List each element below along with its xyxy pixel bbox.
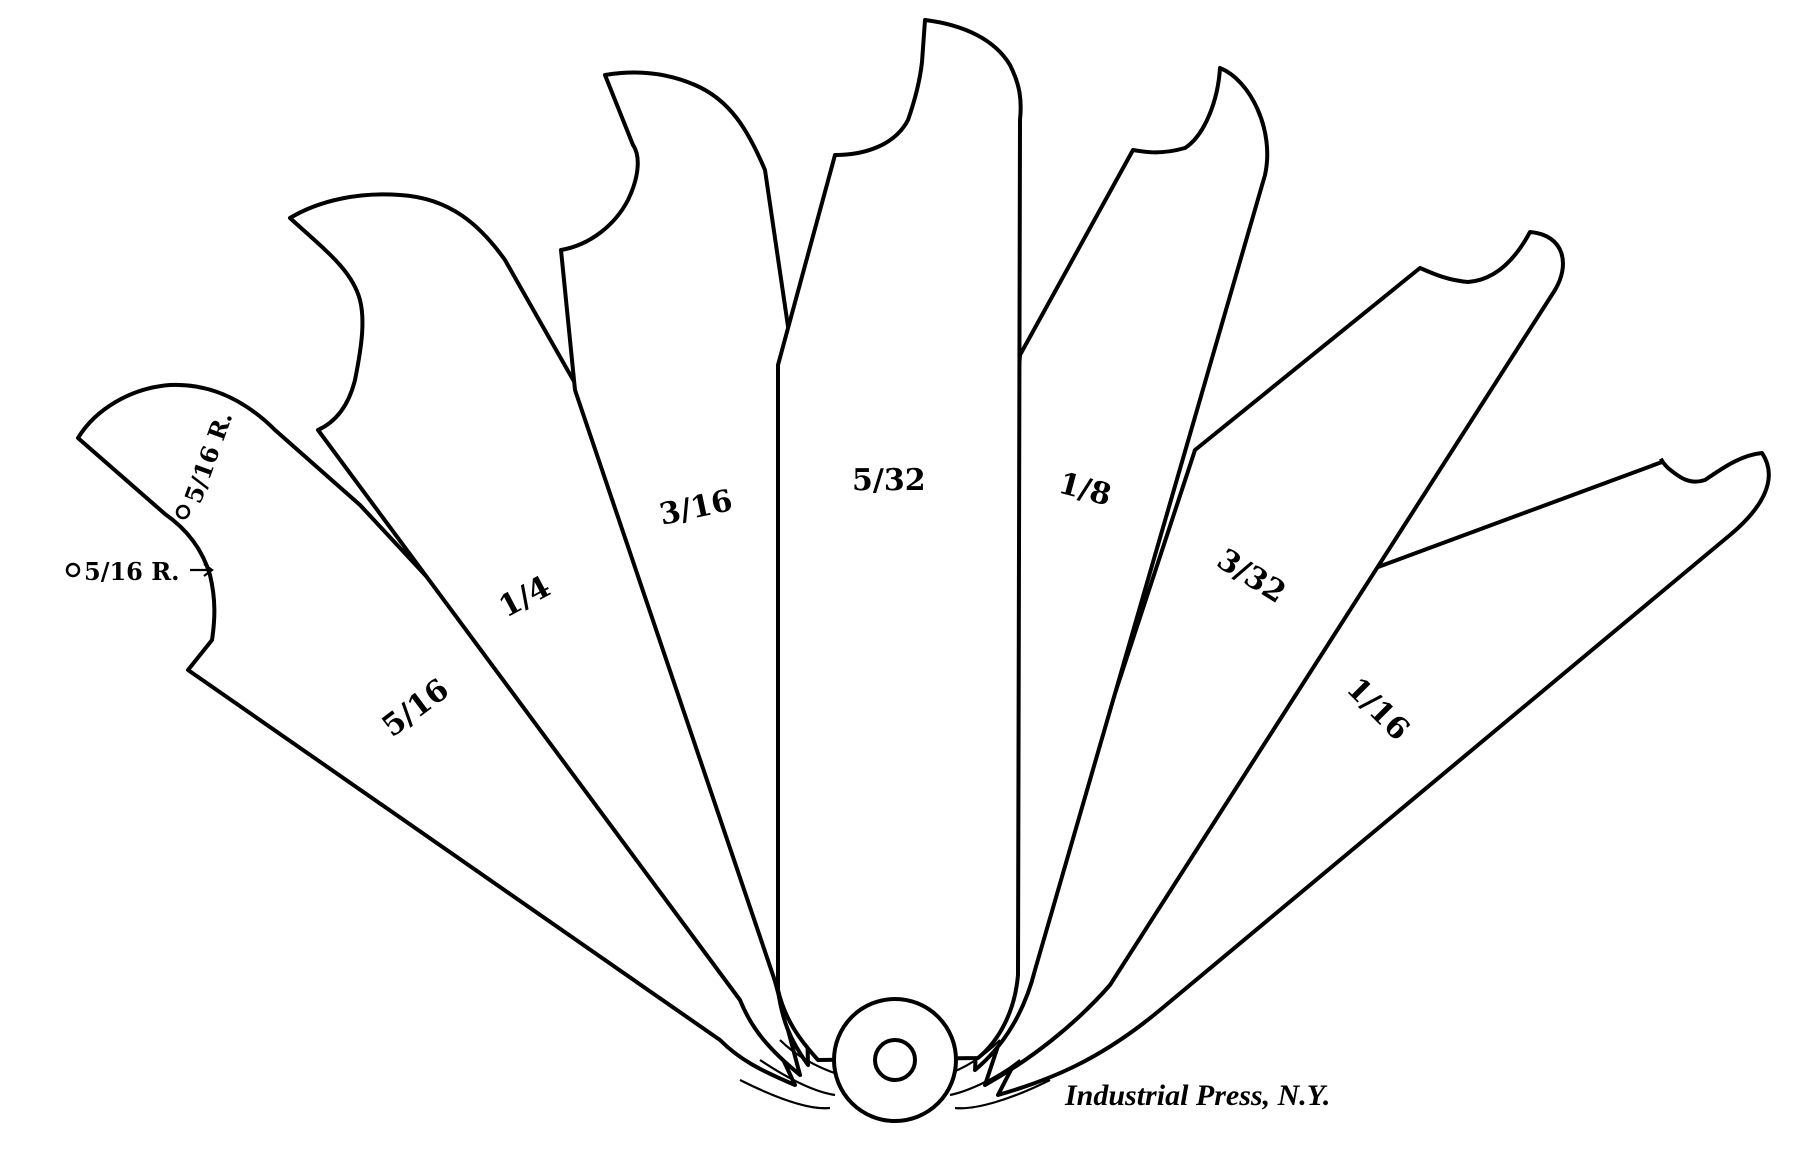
blade-5-16 [76,382,797,1087]
radius-label-side: 5/16 R. [84,557,180,586]
blade-5-32 [776,18,1023,1062]
publisher-credit: Industrial Press, N.Y. [1064,1079,1330,1112]
blade-3-32 [983,230,1565,1087]
pivot-rivet [832,997,958,1123]
blade-1-16 [996,451,1771,1097]
blade-1-8 [973,66,1270,1072]
blade-label-5-32: 5/32 [852,463,926,498]
blade-1-4 [288,192,802,1077]
radius-annotation-side: 5/16 R. [65,557,214,586]
